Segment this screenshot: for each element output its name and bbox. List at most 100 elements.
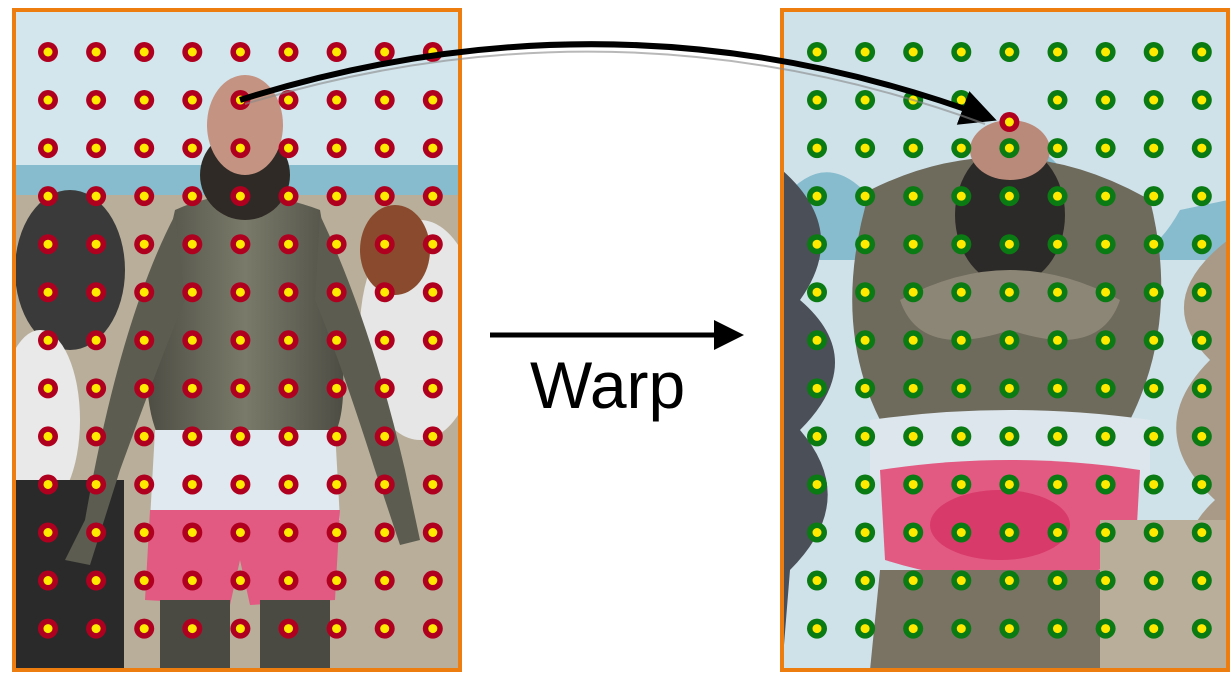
grid-dot-center bbox=[812, 383, 822, 393]
grid-dot-center bbox=[139, 528, 149, 537]
grid-dot-center bbox=[1053, 191, 1062, 201]
grid-dot-center bbox=[1197, 47, 1207, 57]
grid-dot-center bbox=[139, 47, 149, 57]
grid-dot-center bbox=[139, 383, 149, 393]
grid-dot-center bbox=[1053, 287, 1062, 297]
grid-dot-center bbox=[1101, 624, 1111, 634]
warped-pink-core bbox=[930, 490, 1070, 560]
grid-dot-center bbox=[1101, 528, 1111, 537]
grid-dot-center bbox=[1149, 576, 1159, 586]
grid-dot-center bbox=[860, 576, 870, 586]
grid-dot-center bbox=[908, 47, 918, 57]
grid-dot-center bbox=[43, 431, 53, 441]
grid-dot-center bbox=[1197, 335, 1207, 345]
grid-dot-center bbox=[1004, 576, 1014, 586]
grid-dot-center bbox=[380, 191, 390, 201]
grid-dot-center bbox=[812, 335, 822, 345]
grid-dot-center bbox=[812, 287, 822, 297]
grid-dot-center bbox=[1053, 95, 1062, 105]
grid-dot-center bbox=[187, 335, 197, 345]
shorts-white bbox=[150, 430, 340, 520]
grid-dot-center bbox=[860, 383, 870, 393]
grid-dot-center bbox=[1004, 191, 1014, 201]
grid-dot-center bbox=[1004, 47, 1014, 57]
grid-dot-center bbox=[284, 335, 293, 345]
grid-dot-center bbox=[43, 624, 53, 634]
grid-dot-center bbox=[187, 624, 197, 634]
grid-dot-center bbox=[235, 576, 245, 586]
warped-face bbox=[955, 145, 1065, 285]
grid-dot-center bbox=[1101, 479, 1111, 489]
grid-dot-center bbox=[187, 528, 197, 537]
grid-dot-center bbox=[956, 95, 966, 105]
grid-dot-center bbox=[187, 191, 197, 201]
grid-dot-center bbox=[332, 335, 342, 345]
grid-dot-center bbox=[908, 239, 918, 249]
grid-dot-center bbox=[380, 576, 390, 586]
grid-dot-center bbox=[91, 335, 101, 345]
grid-dot-center bbox=[1101, 191, 1111, 201]
grid-dot-center bbox=[860, 95, 870, 105]
grid-dot-center bbox=[284, 239, 293, 249]
grid-dot-center bbox=[332, 239, 342, 249]
grid-dot-center bbox=[332, 383, 342, 393]
grid-dot-center bbox=[1149, 528, 1159, 537]
grid-dot-center bbox=[235, 287, 245, 297]
grid-dot-center bbox=[380, 335, 390, 345]
grid-dot-center bbox=[1101, 431, 1111, 441]
grid-dot-center bbox=[812, 239, 822, 249]
grid-dot-center bbox=[187, 95, 197, 105]
grid-dot-center bbox=[1004, 117, 1014, 127]
grid-dot-center bbox=[956, 624, 966, 634]
grid-dot-center bbox=[187, 143, 197, 153]
grid-dot-center bbox=[1004, 335, 1014, 345]
grid-dot-center bbox=[139, 191, 149, 201]
grid-dot-center bbox=[908, 431, 918, 441]
grid-dot-center bbox=[908, 528, 918, 537]
grid-dot-center bbox=[284, 624, 293, 634]
grid-dot-center bbox=[139, 431, 149, 441]
grid-dot-center bbox=[235, 479, 245, 489]
grid-dot-center bbox=[139, 576, 149, 586]
grid-dot-center bbox=[860, 528, 870, 537]
grid-dot-center bbox=[1053, 143, 1062, 153]
grid-dot-center bbox=[1004, 479, 1014, 489]
grid-dot-center bbox=[91, 479, 101, 489]
grid-dot-center bbox=[187, 576, 197, 586]
grid-dot-center bbox=[812, 479, 822, 489]
grid-dot-center bbox=[43, 47, 53, 57]
grid-dot-center bbox=[91, 576, 101, 586]
grid-dot-center bbox=[1197, 624, 1207, 634]
source-frame bbox=[12, 8, 462, 672]
grid-dot-center bbox=[139, 143, 149, 153]
grid-dot-center bbox=[91, 528, 101, 537]
grid-dot-center bbox=[1053, 47, 1062, 57]
grid-dot-center bbox=[1004, 624, 1014, 634]
grid-dot-center bbox=[91, 191, 101, 201]
grid-dot-center bbox=[1053, 335, 1062, 345]
grid-dot-center bbox=[332, 95, 342, 105]
grid-dot-center bbox=[91, 143, 101, 153]
grid-dot-center bbox=[187, 479, 197, 489]
grid-dot-center bbox=[860, 335, 870, 345]
grid-dot-center bbox=[139, 479, 149, 489]
grid-dot-center bbox=[139, 287, 149, 297]
grid-dot-center bbox=[91, 287, 101, 297]
grid-dot-center bbox=[860, 47, 870, 57]
grid-dot-center bbox=[1197, 95, 1207, 105]
grid-dot-center bbox=[235, 528, 245, 537]
grid-dot-center bbox=[187, 287, 197, 297]
grid-dot-center bbox=[1004, 383, 1014, 393]
grid-dot-center bbox=[1197, 143, 1207, 153]
grid-dot-center bbox=[428, 479, 438, 489]
grid-dot-center bbox=[1149, 431, 1159, 441]
grid-dot-center bbox=[332, 287, 342, 297]
grid-dot-center bbox=[43, 239, 53, 249]
grid-dot-center bbox=[956, 335, 966, 345]
grid-dot-center bbox=[956, 239, 966, 249]
grid-dot-center bbox=[43, 576, 53, 586]
grid-dot-center bbox=[428, 528, 438, 537]
grid-dot-center bbox=[91, 383, 101, 393]
man-body bbox=[146, 195, 344, 440]
grid-dot-center bbox=[235, 143, 245, 153]
